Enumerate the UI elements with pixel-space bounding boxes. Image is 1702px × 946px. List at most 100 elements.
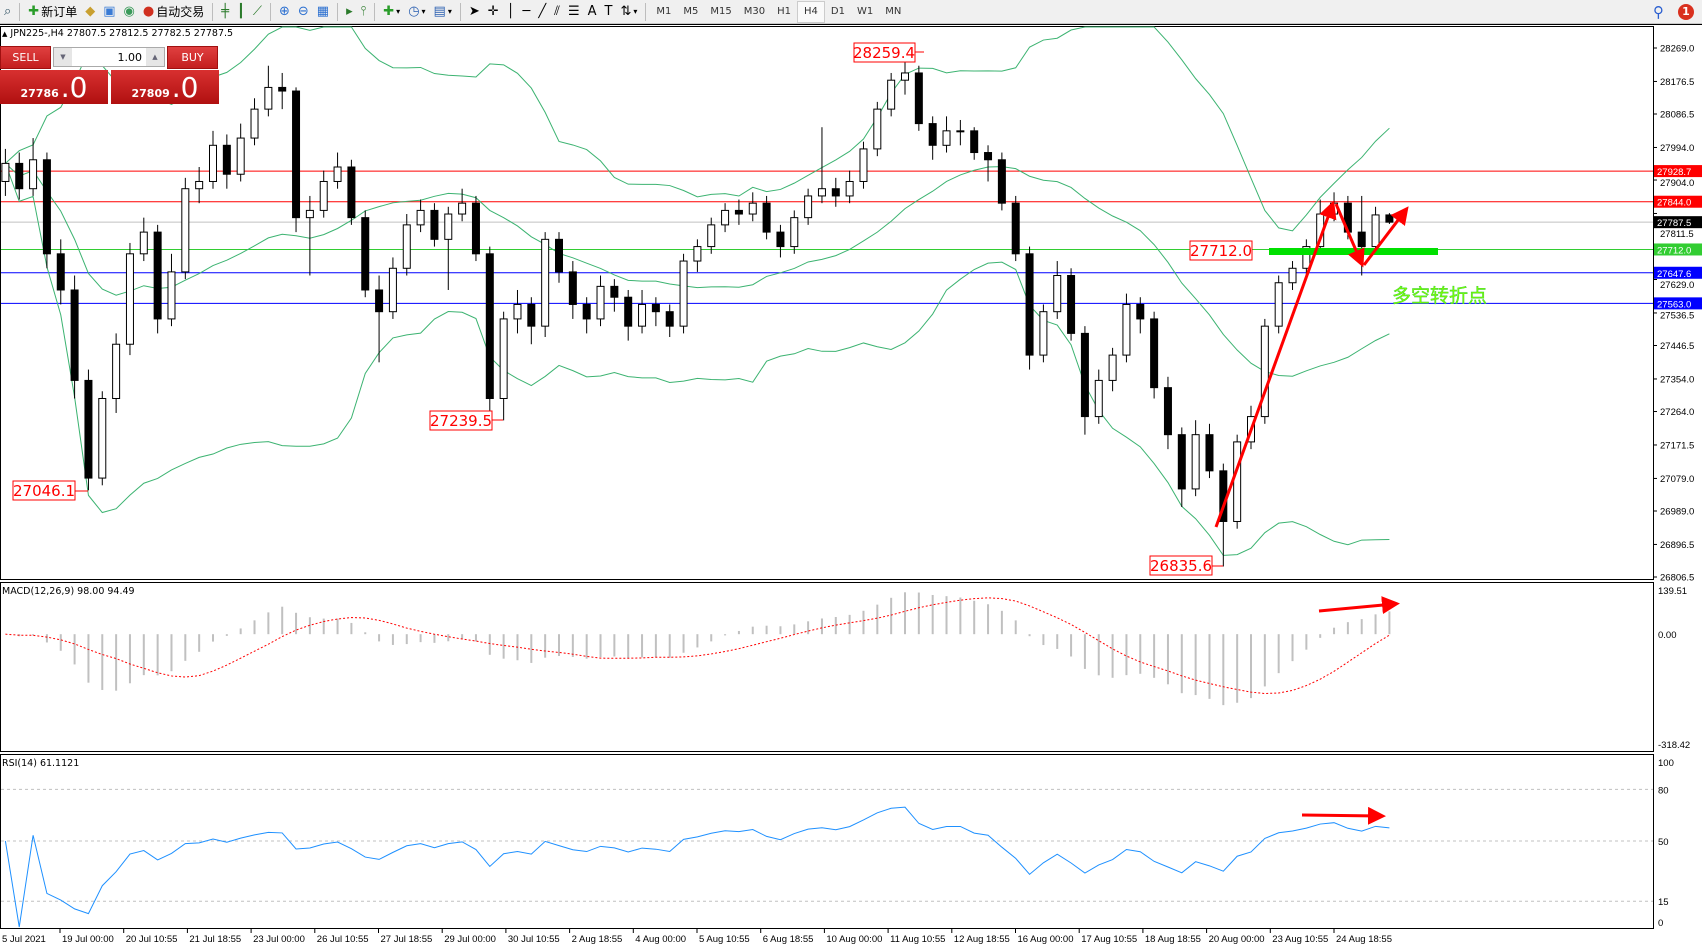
low-price-text-2: 27239.5 <box>430 412 492 430</box>
time-axis-label: 20 Jul 10:55 <box>126 934 178 945</box>
line-chart-icon: ⟋ <box>252 4 262 19</box>
auto-trading-button[interactable]: ● 自动交易 <box>139 1 208 23</box>
toolbar: ⌕ ✚ 新订单 ◆ ▣ ◉ ● 自动交易 ╪ ┃ ⟋ ⊕ ⊖ ▦ ▸ ⫯ ✚ ▾ … <box>0 0 1702 24</box>
timeframe-m30[interactable]: M30 <box>743 6 766 17</box>
cursor-button[interactable]: ➤ <box>465 1 484 23</box>
dropdown-arrow-icon: ▾ <box>633 7 638 16</box>
candle-chart-button[interactable]: ┃ <box>233 1 249 23</box>
level-price-tag-text: 27844.0 <box>1657 198 1691 209</box>
text-button[interactable]: A <box>584 1 601 23</box>
lot-increase-button[interactable]: ▲ <box>146 48 164 66</box>
navigator-button[interactable]: ◆ <box>81 1 99 23</box>
candle-body <box>1067 275 1076 334</box>
time-axis-label: 11 Aug 10:55 <box>890 934 945 945</box>
dropdown-arrow-icon: ▾ <box>447 7 452 16</box>
candle-body <box>499 318 508 399</box>
buy-price-main: 27809 <box>131 87 170 100</box>
price-tick-label: 27264.0 <box>1660 407 1694 418</box>
candle-body <box>1094 379 1103 418</box>
time-axis-label: 29 Jul 00:00 <box>444 934 496 945</box>
candle-body <box>790 217 799 248</box>
toolbar-separator <box>459 2 461 21</box>
line-chart-button[interactable]: ⟋ <box>249 1 266 23</box>
terminal-icon: ▣ <box>103 4 116 19</box>
chart-shift-button[interactable]: ▸ <box>342 1 357 23</box>
candle-body <box>209 144 217 182</box>
candle-body <box>471 202 480 255</box>
templates-button[interactable]: ▤ ▾ <box>430 1 456 23</box>
buy-price-box[interactable]: 27809 .0 <box>111 70 219 104</box>
new-order-button[interactable]: ✚ 新订单 <box>24 1 81 23</box>
macd-indicator: 139.51 0.00 -318.42 <box>5 586 1690 751</box>
candle-body <box>596 285 605 320</box>
channel-button[interactable]: ⫽ <box>550 1 564 23</box>
zoom-partial-icon[interactable]: ⌕ <box>4 4 12 19</box>
price-tick-label: 27446.5 <box>1660 341 1694 352</box>
trendline-button[interactable]: ╱ <box>534 1 550 23</box>
trend-arrow-up-2 <box>1362 206 1409 266</box>
signals-button[interactable]: ◉ <box>120 1 139 23</box>
candle-body <box>582 303 591 320</box>
low-price-text-1: 27046.1 <box>13 482 75 500</box>
candle-body <box>333 166 342 182</box>
rsi-line <box>4 806 1390 928</box>
search-icon[interactable]: ⚲ <box>1653 2 1664 21</box>
text-label-button[interactable]: T <box>601 1 617 23</box>
bollinger-middle <box>5 163 1390 377</box>
notification-badge[interactable]: 1 <box>1678 3 1694 20</box>
autoscroll-button[interactable]: ⫯ <box>357 1 371 23</box>
terminal-button[interactable]: ▣ <box>99 1 119 23</box>
horizontal-line-button[interactable]: ─ <box>519 1 535 23</box>
timeframe-h1[interactable]: H1 <box>777 6 792 17</box>
zoom-in-button[interactable]: ⊕ <box>275 1 294 23</box>
arrows-button[interactable]: ⇅ ▾ <box>616 1 641 23</box>
time-axis-label: 16 Aug 00:00 <box>1018 934 1074 945</box>
price-tick-label: 28176.5 <box>1660 77 1694 88</box>
candle-body <box>1177 434 1186 490</box>
buy-button[interactable]: BUY <box>167 46 218 69</box>
rsi-axis-label: 15 <box>1658 897 1669 908</box>
lot-decrease-button[interactable]: ▼ <box>54 48 72 66</box>
timeframe-w1[interactable]: W1 <box>856 6 874 17</box>
price-tick-label: 27994.0 <box>1660 143 1694 154</box>
candle-body <box>1163 387 1172 436</box>
grid-icon: ▦ <box>316 4 330 19</box>
tile-windows-button[interactable]: ▦ <box>313 1 333 23</box>
lot-size-input[interactable]: 1.00 <box>117 50 143 64</box>
pivot-text: 多空转折点 <box>1392 285 1487 307</box>
candle-body <box>970 130 979 154</box>
toolbar-separator <box>645 2 647 21</box>
timeframe-d1[interactable]: D1 <box>830 6 845 17</box>
toolbar-separator <box>374 2 376 21</box>
crosshair-button[interactable]: ✛ <box>484 1 503 23</box>
zoom-out-button[interactable]: ⊖ <box>294 1 313 23</box>
timeframe-h4[interactable]: H4 <box>797 0 825 23</box>
timeframe-m15[interactable]: M15 <box>710 6 732 17</box>
time-axis-label: 26 Jul 10:55 <box>317 934 369 945</box>
dropdown-arrow-icon: ▾ <box>421 7 426 16</box>
pivot-zone-bar <box>1269 248 1438 255</box>
trend-arrow-down <box>1334 203 1365 268</box>
new-order-icon: ✚ <box>28 4 40 19</box>
timeframe-m5[interactable]: M5 <box>683 6 699 17</box>
collapse-icon[interactable]: ▲ <box>2 30 8 38</box>
indicators-button[interactable]: ✚ ▾ <box>379 1 404 23</box>
candle-body <box>1108 354 1117 381</box>
rsi-indicator: 100 80 50 15 0 <box>1 758 1674 929</box>
fibonacci-button[interactable]: ☰ <box>564 1 584 23</box>
level-price-tag <box>1654 216 1702 229</box>
time-axis-label: 30 Jul 10:55 <box>508 934 560 945</box>
periods-button[interactable]: ◷ ▾ <box>404 1 429 23</box>
candle-body <box>817 188 826 197</box>
sell-price-box[interactable]: 27786 .0 <box>0 70 108 104</box>
sell-button[interactable]: SELL <box>0 46 51 69</box>
candle-body <box>1357 231 1366 248</box>
candle-body <box>222 144 231 175</box>
candle-body <box>1205 434 1214 472</box>
vertical-line-button[interactable]: │ <box>503 1 519 23</box>
timeframe-mn[interactable]: MN <box>885 6 902 17</box>
zoom-out-icon: ⊖ <box>297 4 309 19</box>
timeframe-m1[interactable]: M1 <box>656 6 672 17</box>
bar-chart-button[interactable]: ╪ <box>217 1 233 23</box>
